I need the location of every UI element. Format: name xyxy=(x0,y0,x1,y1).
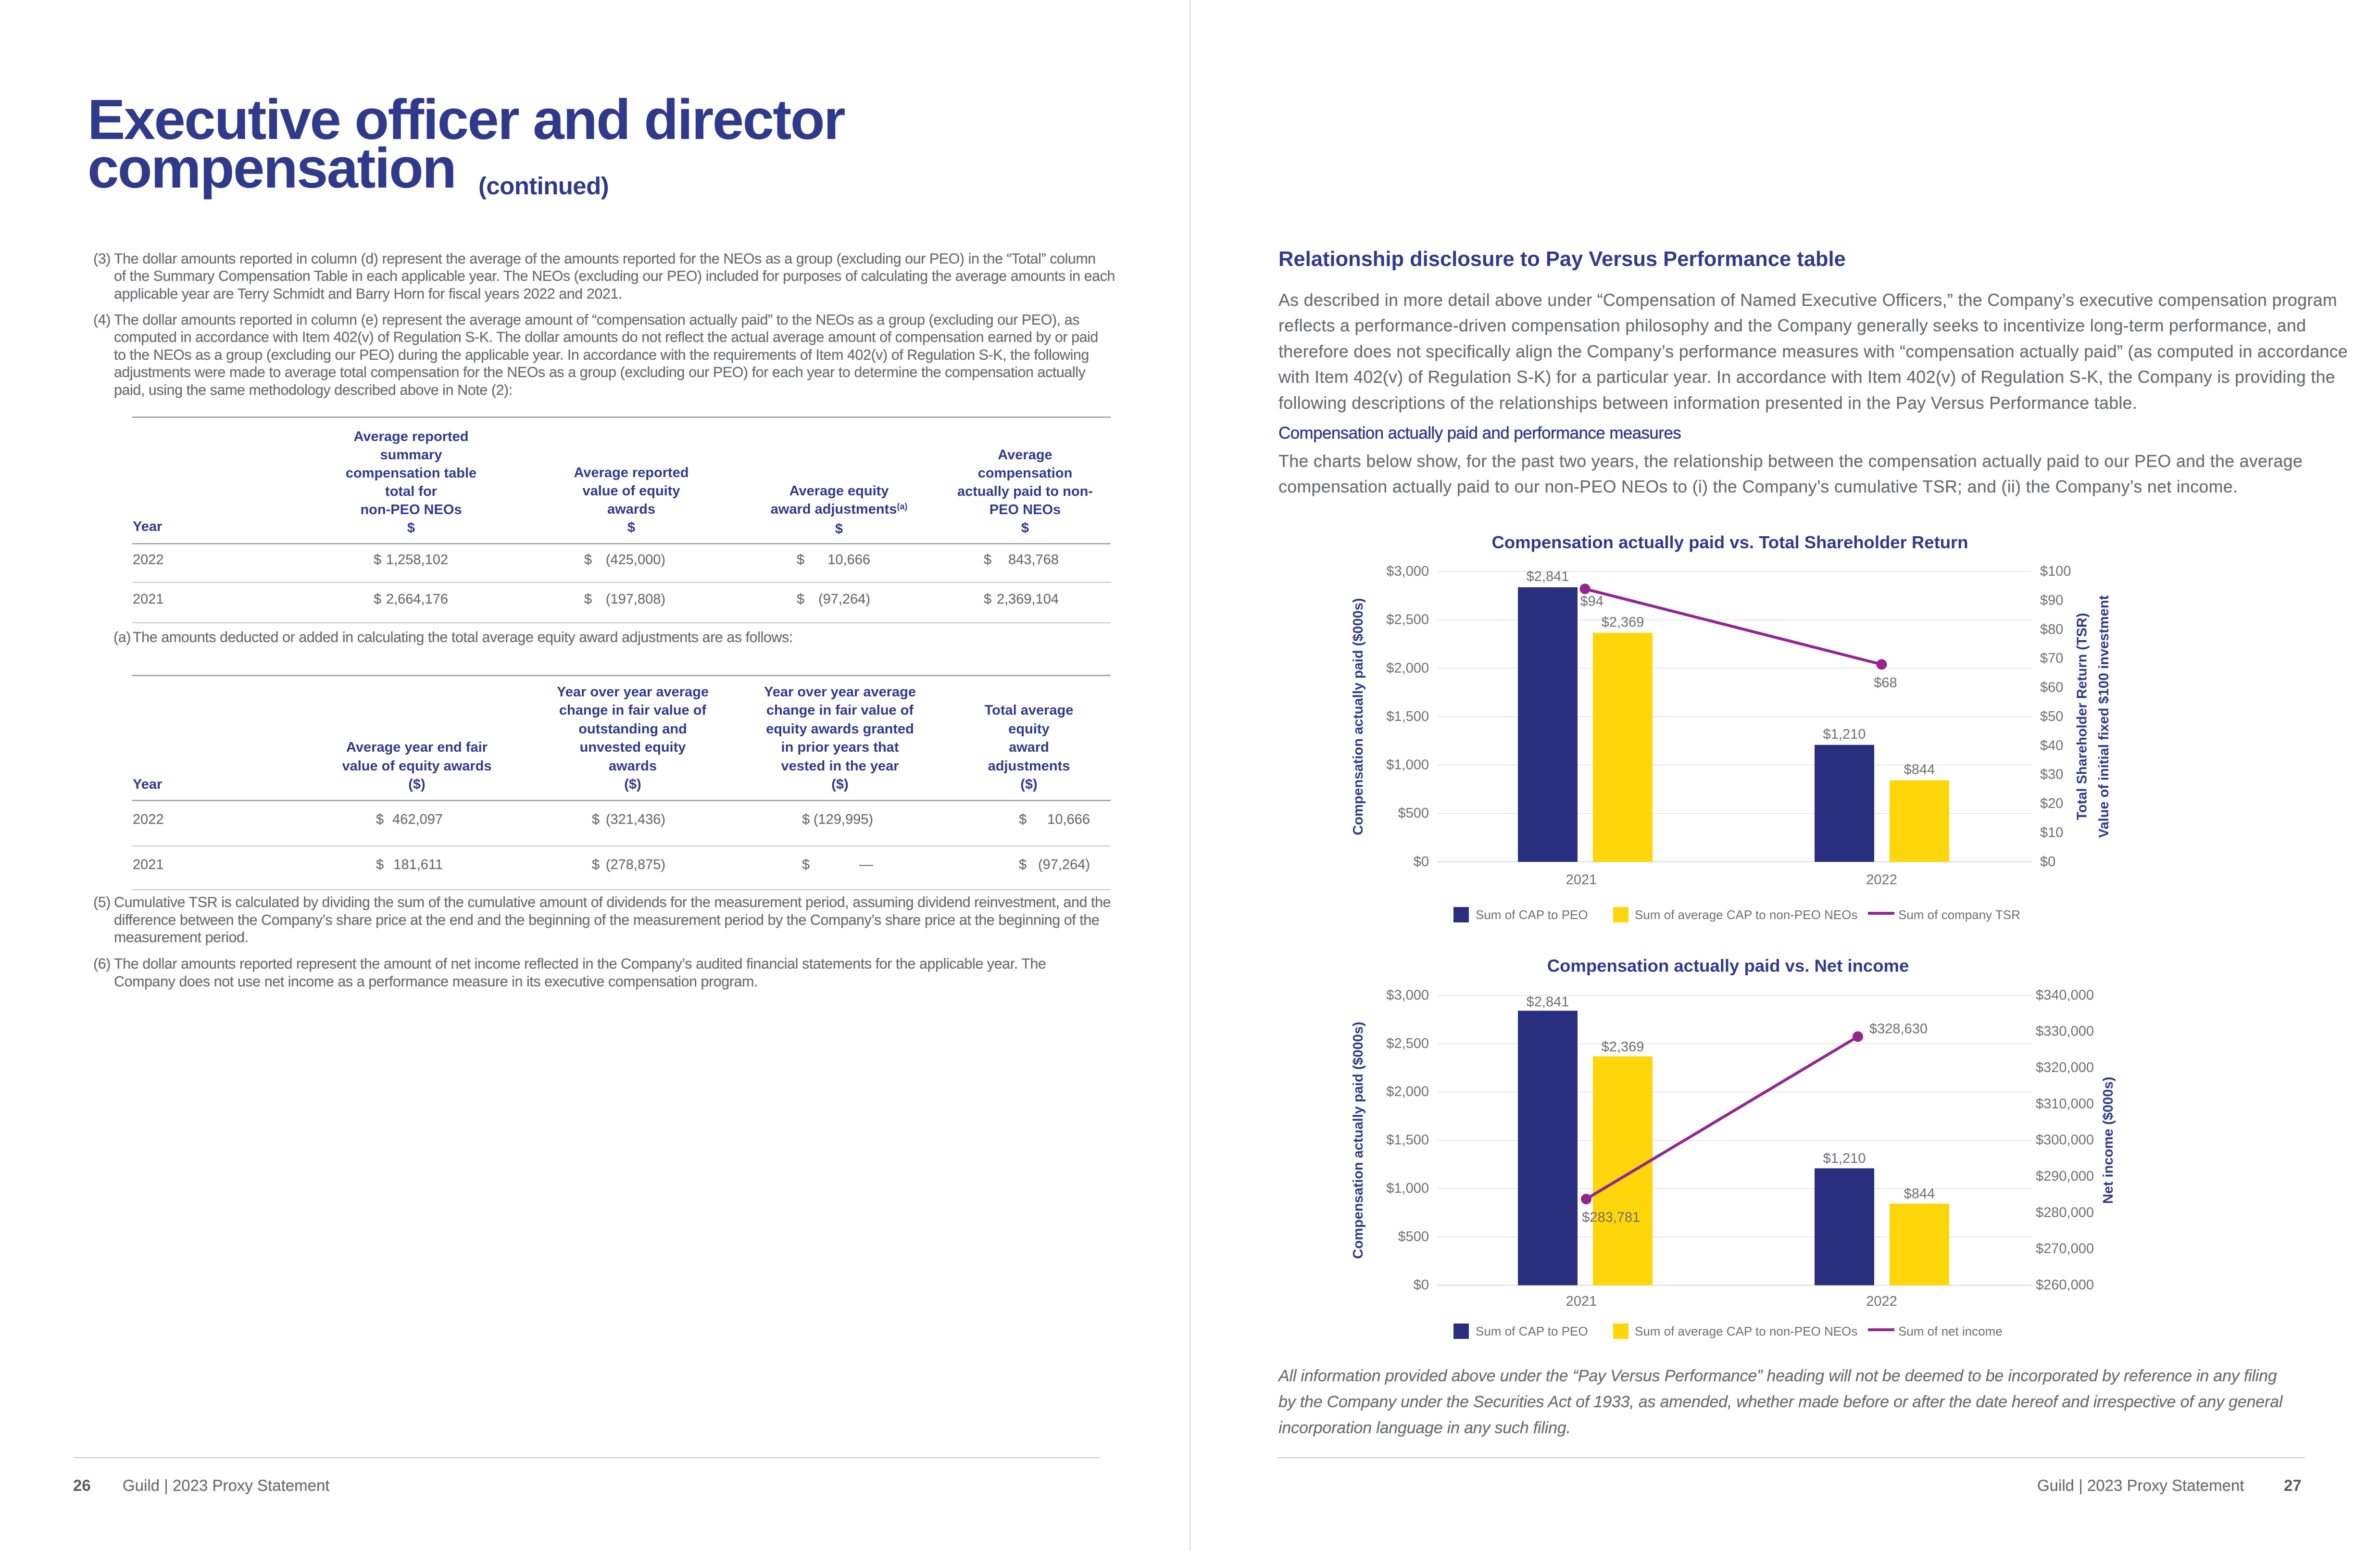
svg-text:$1,000: $1,000 xyxy=(1386,757,1429,773)
svg-text:$328,630: $328,630 xyxy=(1869,1021,1928,1036)
svg-text:$2,500: $2,500 xyxy=(1386,1036,1429,1051)
svg-text:Sum of company TSR: Sum of company TSR xyxy=(1898,908,2020,922)
svg-text:$2,841: $2,841 xyxy=(1527,995,1569,1010)
svg-text:2022: 2022 xyxy=(1866,1294,1897,1309)
svg-text:2021: 2021 xyxy=(1566,1294,1597,1309)
svg-text:$90: $90 xyxy=(2040,593,2063,608)
svg-text:$0: $0 xyxy=(1414,854,1429,870)
svg-text:Total Shareholder Return (TSR): Total Shareholder Return (TSR) xyxy=(2075,613,2090,820)
svg-text:Sum of CAP to PEO: Sum of CAP to PEO xyxy=(1476,908,1588,922)
svg-text:2022: 2022 xyxy=(1866,872,1897,887)
svg-text:$330,000: $330,000 xyxy=(2036,1024,2094,1039)
svg-text:$270,000: $270,000 xyxy=(2036,1241,2094,1257)
svg-text:$500: $500 xyxy=(1398,1229,1429,1245)
svg-text:$94: $94 xyxy=(1580,594,1603,609)
svg-text:Sum of CAP to PEO: Sum of CAP to PEO xyxy=(1476,1324,1588,1338)
svg-text:$100: $100 xyxy=(2040,564,2071,579)
svg-text:Compensation actually paid ($0: Compensation actually paid ($000s) xyxy=(1351,598,1366,835)
svg-text:$40: $40 xyxy=(2040,738,2063,753)
svg-text:Sum of average CAP to non-PEO: Sum of average CAP to non-PEO NEOs xyxy=(1635,908,1857,922)
svg-text:$2,841: $2,841 xyxy=(1527,569,1569,584)
svg-text:$80: $80 xyxy=(2040,622,2063,637)
svg-text:$2,500: $2,500 xyxy=(1386,612,1429,628)
svg-text:$0: $0 xyxy=(2040,854,2055,870)
svg-text:Compensation actually paid vs.: Compensation actually paid vs. Total Sha… xyxy=(1491,532,1968,552)
svg-text:$310,000: $310,000 xyxy=(2036,1096,2094,1111)
svg-text:2021: 2021 xyxy=(1566,872,1597,887)
svg-text:$10: $10 xyxy=(2040,825,2063,840)
svg-text:Sum of net income: Sum of net income xyxy=(1898,1324,2003,1338)
svg-text:$340,000: $340,000 xyxy=(2036,987,2094,1003)
svg-text:$1,210: $1,210 xyxy=(1823,727,1866,742)
svg-text:$283,781: $283,781 xyxy=(1582,1210,1640,1225)
svg-text:Compensation actually paid vs.: Compensation actually paid vs. Net incom… xyxy=(1547,956,1909,975)
svg-text:$3,000: $3,000 xyxy=(1386,987,1429,1003)
svg-text:$0: $0 xyxy=(1414,1277,1429,1293)
svg-text:$500: $500 xyxy=(1398,806,1429,821)
svg-text:$60: $60 xyxy=(2040,680,2063,695)
svg-text:$2,369: $2,369 xyxy=(1602,615,1644,630)
svg-text:Net income ($000s): Net income ($000s) xyxy=(2101,1077,2116,1204)
svg-text:$68: $68 xyxy=(1874,675,1897,691)
svg-text:$280,000: $280,000 xyxy=(2036,1205,2094,1220)
svg-text:$20: $20 xyxy=(2040,796,2063,811)
svg-text:$2,000: $2,000 xyxy=(1386,660,1429,676)
svg-text:Value of initial fixed $100 in: Value of initial fixed $100 investment xyxy=(2096,595,2112,838)
svg-text:$30: $30 xyxy=(2040,767,2063,782)
svg-text:$844: $844 xyxy=(1904,1186,1935,1201)
svg-text:$1,000: $1,000 xyxy=(1386,1181,1429,1196)
svg-text:$3,000: $3,000 xyxy=(1386,564,1429,579)
svg-text:$2,000: $2,000 xyxy=(1386,1084,1429,1099)
svg-text:$290,000: $290,000 xyxy=(2036,1169,2094,1184)
svg-text:$320,000: $320,000 xyxy=(2036,1060,2094,1075)
svg-text:$1,500: $1,500 xyxy=(1386,1133,1429,1148)
svg-text:Sum of average CAP to non-PEO: Sum of average CAP to non-PEO NEOs xyxy=(1635,1324,1857,1338)
svg-text:$1,500: $1,500 xyxy=(1386,709,1429,724)
svg-text:$70: $70 xyxy=(2040,651,2063,666)
svg-text:$50: $50 xyxy=(2040,709,2063,724)
svg-text:$260,000: $260,000 xyxy=(2036,1277,2094,1293)
svg-text:$2,369: $2,369 xyxy=(1602,1039,1644,1055)
svg-text:$844: $844 xyxy=(1904,762,1935,777)
svg-text:Compensation actually paid ($0: Compensation actually paid ($000s) xyxy=(1351,1021,1366,1259)
svg-text:$1,210: $1,210 xyxy=(1823,1151,1866,1166)
svg-text:$300,000: $300,000 xyxy=(2036,1133,2094,1148)
